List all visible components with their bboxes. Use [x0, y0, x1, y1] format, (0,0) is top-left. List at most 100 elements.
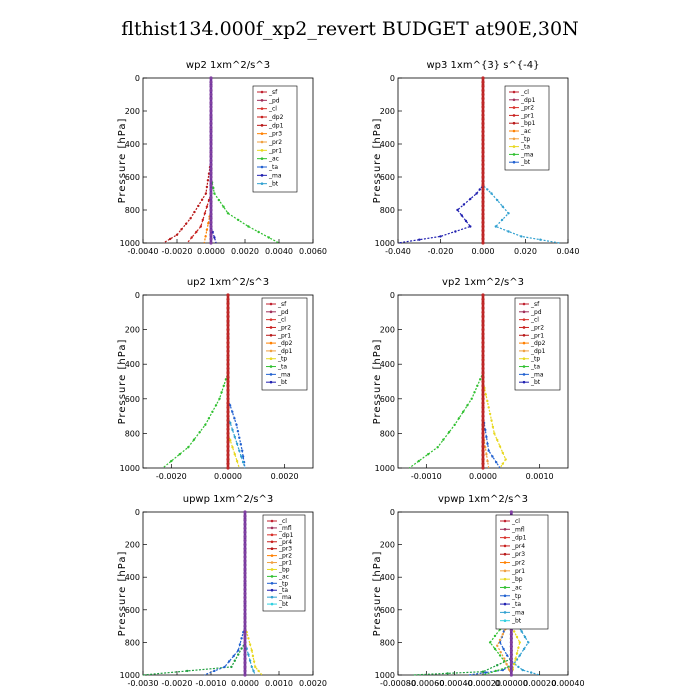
legend-entry: _pr1 — [278, 560, 292, 567]
data-point — [470, 397, 473, 400]
data-point — [493, 634, 497, 638]
y-tick-label: 400 — [380, 360, 395, 369]
data-point — [481, 204, 485, 208]
data-point — [209, 130, 213, 134]
data-point — [509, 640, 513, 645]
data-point — [226, 379, 230, 384]
series-line — [203, 512, 246, 676]
legend-marker — [260, 149, 264, 152]
data-point — [198, 431, 201, 434]
data-point — [243, 518, 247, 522]
data-point — [243, 636, 247, 640]
data-point — [230, 665, 233, 669]
data-point — [209, 167, 213, 171]
data-point — [226, 436, 230, 440]
legend-marker — [503, 544, 507, 548]
legend-marker — [522, 365, 526, 368]
data-point — [226, 319, 230, 323]
data-point — [226, 328, 230, 332]
legend-entry: _dp2 — [530, 340, 546, 347]
data-point — [209, 138, 213, 142]
data-point — [509, 636, 513, 640]
legend-entry: _sf — [268, 89, 278, 96]
legend-entry: _tp — [511, 593, 521, 600]
data-point — [241, 455, 245, 458]
data-point — [209, 212, 213, 216]
data-point — [209, 237, 213, 241]
legend-entry: _mfl — [511, 526, 525, 533]
data-point — [507, 212, 510, 215]
data-point — [442, 438, 445, 441]
data-point — [501, 451, 504, 455]
data-point — [481, 101, 485, 105]
x-tick-label: -0.00060 — [408, 679, 444, 688]
legend-marker — [269, 357, 273, 361]
legend-entry: _bt — [278, 601, 289, 608]
data-point — [184, 222, 188, 225]
data-point — [226, 297, 230, 301]
data-point — [207, 417, 211, 420]
legend-entry: _tp — [530, 356, 540, 363]
data-point — [481, 80, 485, 84]
legend-entry: _dp1 — [268, 122, 284, 129]
legend-marker — [512, 145, 516, 148]
data-point — [243, 600, 247, 604]
legend-marker — [503, 519, 507, 523]
data-point — [481, 444, 485, 448]
data-point — [241, 449, 244, 452]
legend-marker — [270, 602, 274, 606]
data-point — [209, 97, 213, 101]
data-point — [209, 142, 213, 146]
data-point — [530, 671, 533, 674]
data-point — [209, 216, 213, 220]
data-point — [481, 440, 485, 444]
data-point — [481, 224, 485, 229]
data-point — [481, 163, 485, 167]
data-point — [453, 423, 456, 426]
legend-entry: _pr2 — [511, 560, 525, 567]
data-point — [212, 186, 215, 190]
data-point — [243, 665, 247, 669]
y-tick-label: 0 — [135, 291, 140, 300]
y-tick-label: 0 — [390, 508, 395, 517]
y-axis-label: Pressure [hPa] — [117, 339, 128, 425]
data-point — [522, 647, 526, 651]
data-point — [243, 669, 247, 673]
data-point — [226, 212, 230, 215]
legend: _cl_mfl_dp1_pr4_pr3_pr2_pr1_bp_ac_tp_ta_… — [495, 514, 549, 630]
data-point — [209, 175, 213, 179]
legend-marker — [269, 333, 273, 337]
data-point — [481, 414, 485, 418]
y-tick-label: 400 — [125, 360, 140, 369]
data-point — [254, 665, 257, 669]
legend-entry: _dp2 — [277, 340, 293, 347]
legend-entry: _pr1 — [530, 332, 544, 339]
data-point — [485, 453, 488, 456]
data-point — [209, 220, 213, 224]
legend-marker — [512, 106, 516, 109]
data-point — [209, 117, 213, 121]
data-point — [481, 130, 485, 134]
data-point — [226, 306, 230, 310]
y-tick-label: 200 — [380, 541, 395, 550]
data-point — [481, 319, 485, 323]
data-point — [515, 652, 519, 655]
data-point — [481, 310, 485, 314]
legend-entry: _bt — [520, 159, 531, 166]
legend-entry: _ma — [511, 609, 525, 616]
y-tick-label: 200 — [125, 541, 140, 550]
data-point — [496, 664, 499, 667]
data-point — [238, 436, 241, 439]
data-point — [229, 421, 232, 425]
data-point — [518, 654, 521, 657]
legend-entry: _tp — [278, 580, 288, 587]
legend-entry: _pr3 — [278, 546, 292, 553]
data-point — [243, 575, 247, 579]
data-point — [224, 378, 228, 381]
data-point — [226, 418, 230, 423]
legend-marker — [503, 611, 507, 614]
series-line — [397, 78, 484, 244]
data-point — [509, 510, 513, 514]
data-point — [226, 362, 230, 366]
